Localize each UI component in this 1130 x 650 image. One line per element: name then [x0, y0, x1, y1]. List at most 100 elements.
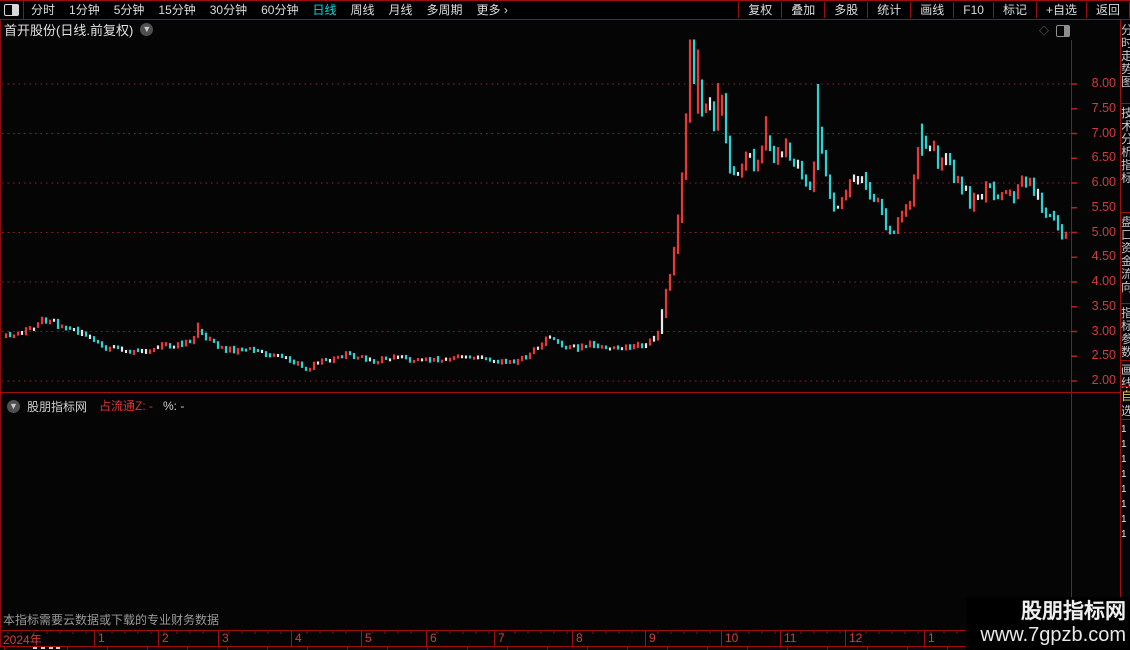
sidebar-tab-6[interactable]: 选 [1121, 405, 1130, 418]
period-tab-9[interactable]: 多周期 [426, 3, 463, 17]
sidebar-tab-2[interactable]: 盘口资金流向 [1121, 216, 1130, 294]
month-label: 6 [430, 631, 437, 645]
toolbar-button-3[interactable]: 统计 [867, 2, 910, 18]
price-label: 6.00 [1091, 175, 1116, 189]
indicator-field-1: %: - [163, 399, 185, 413]
indicator-source-label: 股朋指标网 [27, 399, 88, 414]
period-tab-10[interactable]: 更多 › [476, 3, 508, 17]
window-split-icon[interactable] [4, 4, 19, 16]
period-tab-4[interactable]: 30分钟 [209, 3, 248, 17]
bottom-cell-border [507, 647, 508, 650]
month-label: 8 [576, 631, 583, 645]
sidebar-tab-1[interactable]: 技术分析指标 [1121, 107, 1130, 185]
chevron-down-icon[interactable]: ▼ [140, 23, 154, 36]
indicator-field-0: 占流通Z: - [99, 399, 154, 413]
month-label: 1 [98, 631, 105, 645]
toolbar-button-8[interactable]: 返回 [1085, 2, 1130, 18]
bottom-cell-border [867, 647, 868, 650]
indicator-values: 占流通Z: - %: - [99, 397, 194, 415]
bottom-clipped-text [56, 647, 60, 649]
toolbar-button-0[interactable]: 复权 [738, 2, 781, 18]
bottom-cell-border [187, 647, 188, 650]
period-tab-5[interactable]: 60分钟 [261, 3, 299, 17]
period-tab-7[interactable]: 周线 [350, 3, 375, 17]
top-menu-bar: 分时 1分钟 5分钟 15分钟 30分钟 60分钟 日线 周线 月线 多周期 更多 › 复权 叠加 多股… [0, 0, 1130, 20]
price-label: 3.50 [1091, 298, 1116, 313]
month-label: 2 [162, 631, 169, 645]
period-tab-8[interactable]: 月线 [388, 3, 413, 17]
sidebar-divider [1121, 103, 1130, 104]
price-label: 5.50 [1091, 199, 1116, 214]
toolbar-button-7[interactable]: +自选 [1035, 2, 1086, 18]
month-label: 4 [295, 631, 302, 645]
toolbar-button-5[interactable]: F10 [953, 2, 993, 18]
status-message: 本指标需要云数据或下载的专业财务数据 [3, 613, 220, 627]
bottom-cell-border [907, 647, 908, 650]
period-tab-0[interactable]: 分时 [31, 3, 56, 17]
month-label: 12 [849, 631, 863, 645]
bottom-cell-border [67, 647, 68, 650]
indicator-panel[interactable] [0, 393, 1071, 629]
bottom-cell-border [427, 647, 428, 650]
sidebar-divider [1121, 303, 1130, 304]
price-label: 5.00 [1091, 224, 1116, 239]
divider [23, 1, 24, 19]
month-label: 10 [725, 631, 739, 645]
period-tab-2[interactable]: 5分钟 [113, 3, 145, 17]
sidebar-divider [1121, 419, 1130, 420]
bottom-cell-border [107, 647, 108, 650]
price-label: 4.50 [1091, 249, 1116, 264]
price-label: 8.00 [1091, 76, 1116, 90]
bottom-cell-border [547, 647, 548, 650]
bottom-cell-border [787, 647, 788, 650]
bottom-cell-border [947, 647, 948, 650]
chevron-down-icon[interactable]: ▼ [7, 399, 20, 413]
toolbar-button-6[interactable]: 标记 [992, 2, 1036, 18]
price-label: 4.00 [1091, 274, 1116, 288]
panel-toggle-icon[interactable] [1056, 25, 1070, 37]
bottom-cell-border [707, 647, 708, 650]
bottom-cell-border [347, 647, 348, 650]
bottom-clipped-text [41, 647, 45, 649]
bottom-cell-border [827, 647, 828, 650]
month-label: 5 [365, 631, 372, 645]
price-label: 6.50 [1091, 150, 1116, 165]
bottom-cell-border [387, 647, 388, 650]
month-label: 9 [649, 631, 656, 645]
sidebar-tab-3[interactable]: 指标参数 [1121, 307, 1130, 359]
price-label: 7.00 [1091, 125, 1116, 140]
watermark-url: www.7gpzb.com [980, 624, 1126, 646]
price-label: 2.00 [1091, 373, 1116, 387]
period-tab-3[interactable]: 15分钟 [158, 3, 196, 17]
diamond-marker-icon[interactable]: ◇ [1039, 22, 1049, 37]
bottom-cell-border [4, 647, 5, 650]
sidebar-tab-0[interactable]: 分时走势图 [1121, 24, 1130, 89]
title-bar: 首开股份(日线.前复权) ▼ [0, 19, 1115, 40]
month-label: 2024年 [3, 633, 42, 647]
month-label: 3 [222, 631, 229, 645]
sidebar-divider [1121, 360, 1130, 361]
month-label: 7 [498, 631, 505, 645]
chart-click-area[interactable] [0, 40, 1071, 392]
stock-title: 首开股份(日线.前复权) [4, 23, 134, 38]
period-tab-1[interactable]: 1分钟 [69, 3, 100, 17]
bottom-cell-border [587, 647, 588, 650]
bottom-cell-border [747, 647, 748, 650]
sidebar-tab-5[interactable]: 自 [1121, 390, 1130, 403]
period-tab-6[interactable]: 日线 [312, 3, 337, 17]
toolbar-button-1[interactable]: 叠加 [781, 2, 824, 18]
bottom-cell-border [467, 647, 468, 650]
bottom-cell-border [307, 647, 308, 650]
toolbar-button-2[interactable]: 多股 [824, 2, 867, 18]
bottom-cell-border [667, 647, 668, 650]
bottom-cell-border [227, 647, 228, 650]
toolbar-button-4[interactable]: 画线 [910, 2, 953, 18]
price-label: 2.50 [1091, 348, 1116, 363]
sidebar-tab-4[interactable]: 画线 [1121, 364, 1130, 390]
indicator-header: ▼ 股朋指标网 占流通Z: - %: - [7, 397, 194, 415]
bottom-cell-border [267, 647, 268, 650]
watermark: 股朋指标网 www.7gpzb.com [966, 597, 1130, 650]
bottom-cell-border [627, 647, 628, 650]
